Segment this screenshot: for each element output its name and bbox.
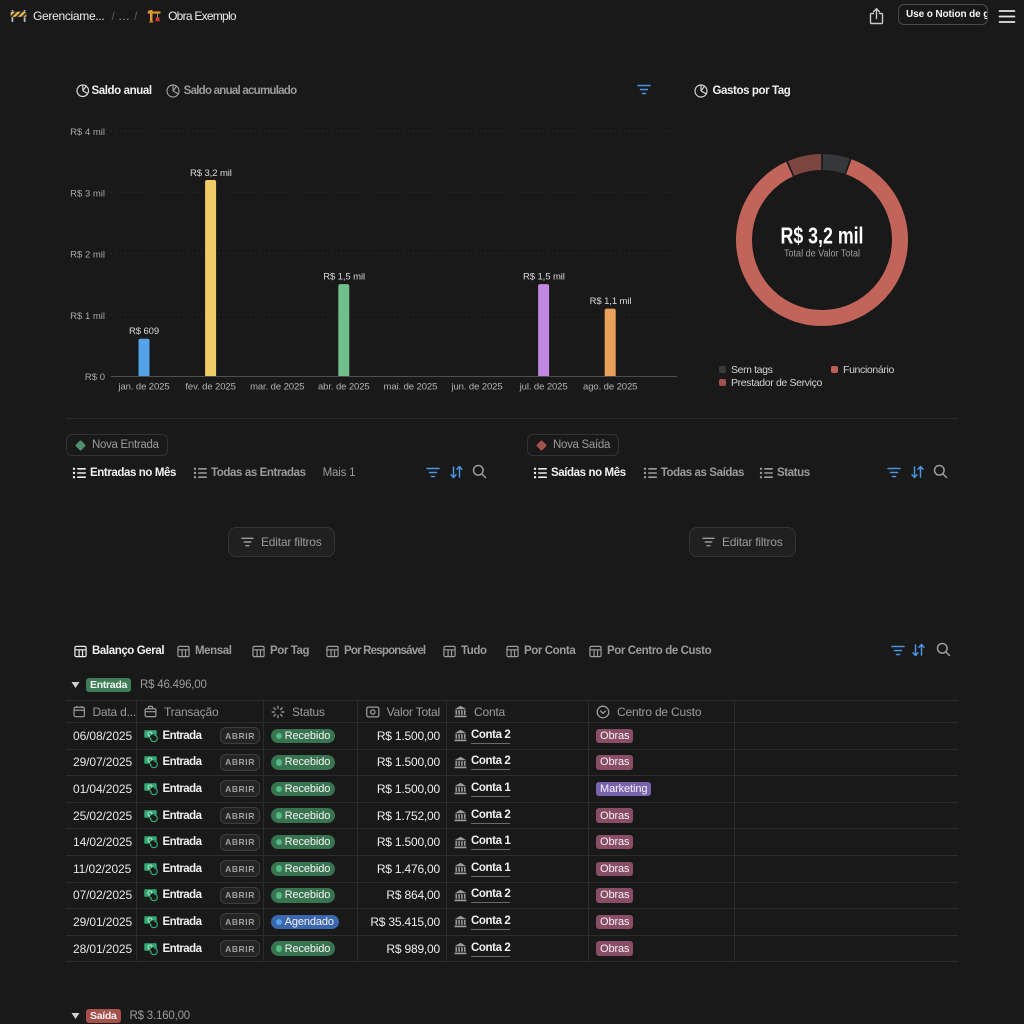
svg-text:mai. de 2025: mai. de 2025 [384,382,438,393]
svg-text:jul. de 2025: jul. de 2025 [519,382,568,393]
svg-text:Total de Valor Total: Total de Valor Total [784,248,860,260]
svg-text:R$ 3,2 mil: R$ 3,2 mil [781,223,864,249]
svg-text:R$ 609: R$ 609 [129,326,159,337]
svg-text:jun. de 2025: jun. de 2025 [450,382,502,393]
svg-text:mar. de 2025: mar. de 2025 [250,382,304,393]
svg-text:R$ 3,2 mil: R$ 3,2 mil [190,168,232,179]
svg-text:R$ 4 mil: R$ 4 mil [70,127,105,138]
svg-text:R$ 1 mil: R$ 1 mil [70,311,105,322]
svg-text:R$ 1,1 mil: R$ 1,1 mil [590,296,632,307]
svg-text:R$ 3 mil: R$ 3 mil [70,188,105,199]
svg-text:fev. de 2025: fev. de 2025 [185,382,235,393]
svg-text:abr. de 2025: abr. de 2025 [318,382,370,393]
svg-text:R$ 0: R$ 0 [85,372,105,383]
svg-text:R$ 1,5 mil: R$ 1,5 mil [523,272,565,283]
svg-text:R$ 1,5 mil: R$ 1,5 mil [323,272,365,283]
svg-text:R$ 2 mil: R$ 2 mil [70,250,105,261]
svg-text:jan. de 2025: jan. de 2025 [117,382,169,393]
svg-text:ago. de 2025: ago. de 2025 [583,382,637,393]
